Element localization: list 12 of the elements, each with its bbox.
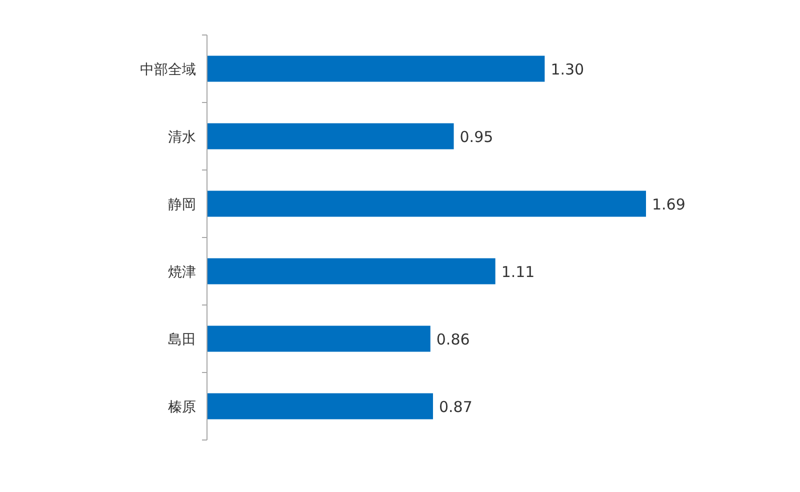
data-label: 0.86	[436, 330, 470, 348]
y-tick-label: 焼津	[168, 264, 196, 280]
y-tick-label: 静岡	[168, 196, 196, 213]
data-label: 0.87	[438, 398, 472, 416]
y-tick-label: 榛原	[168, 399, 196, 416]
y-tick-label: 清水	[168, 129, 196, 146]
data-label: 1.69	[652, 195, 686, 214]
data-label: 0.95	[460, 128, 494, 146]
data-label: 1.30	[550, 60, 584, 78]
y-tick-label: 中部全域	[140, 62, 196, 78]
y-tick-label: 島田	[168, 332, 196, 348]
data-label: 1.11	[501, 262, 535, 281]
